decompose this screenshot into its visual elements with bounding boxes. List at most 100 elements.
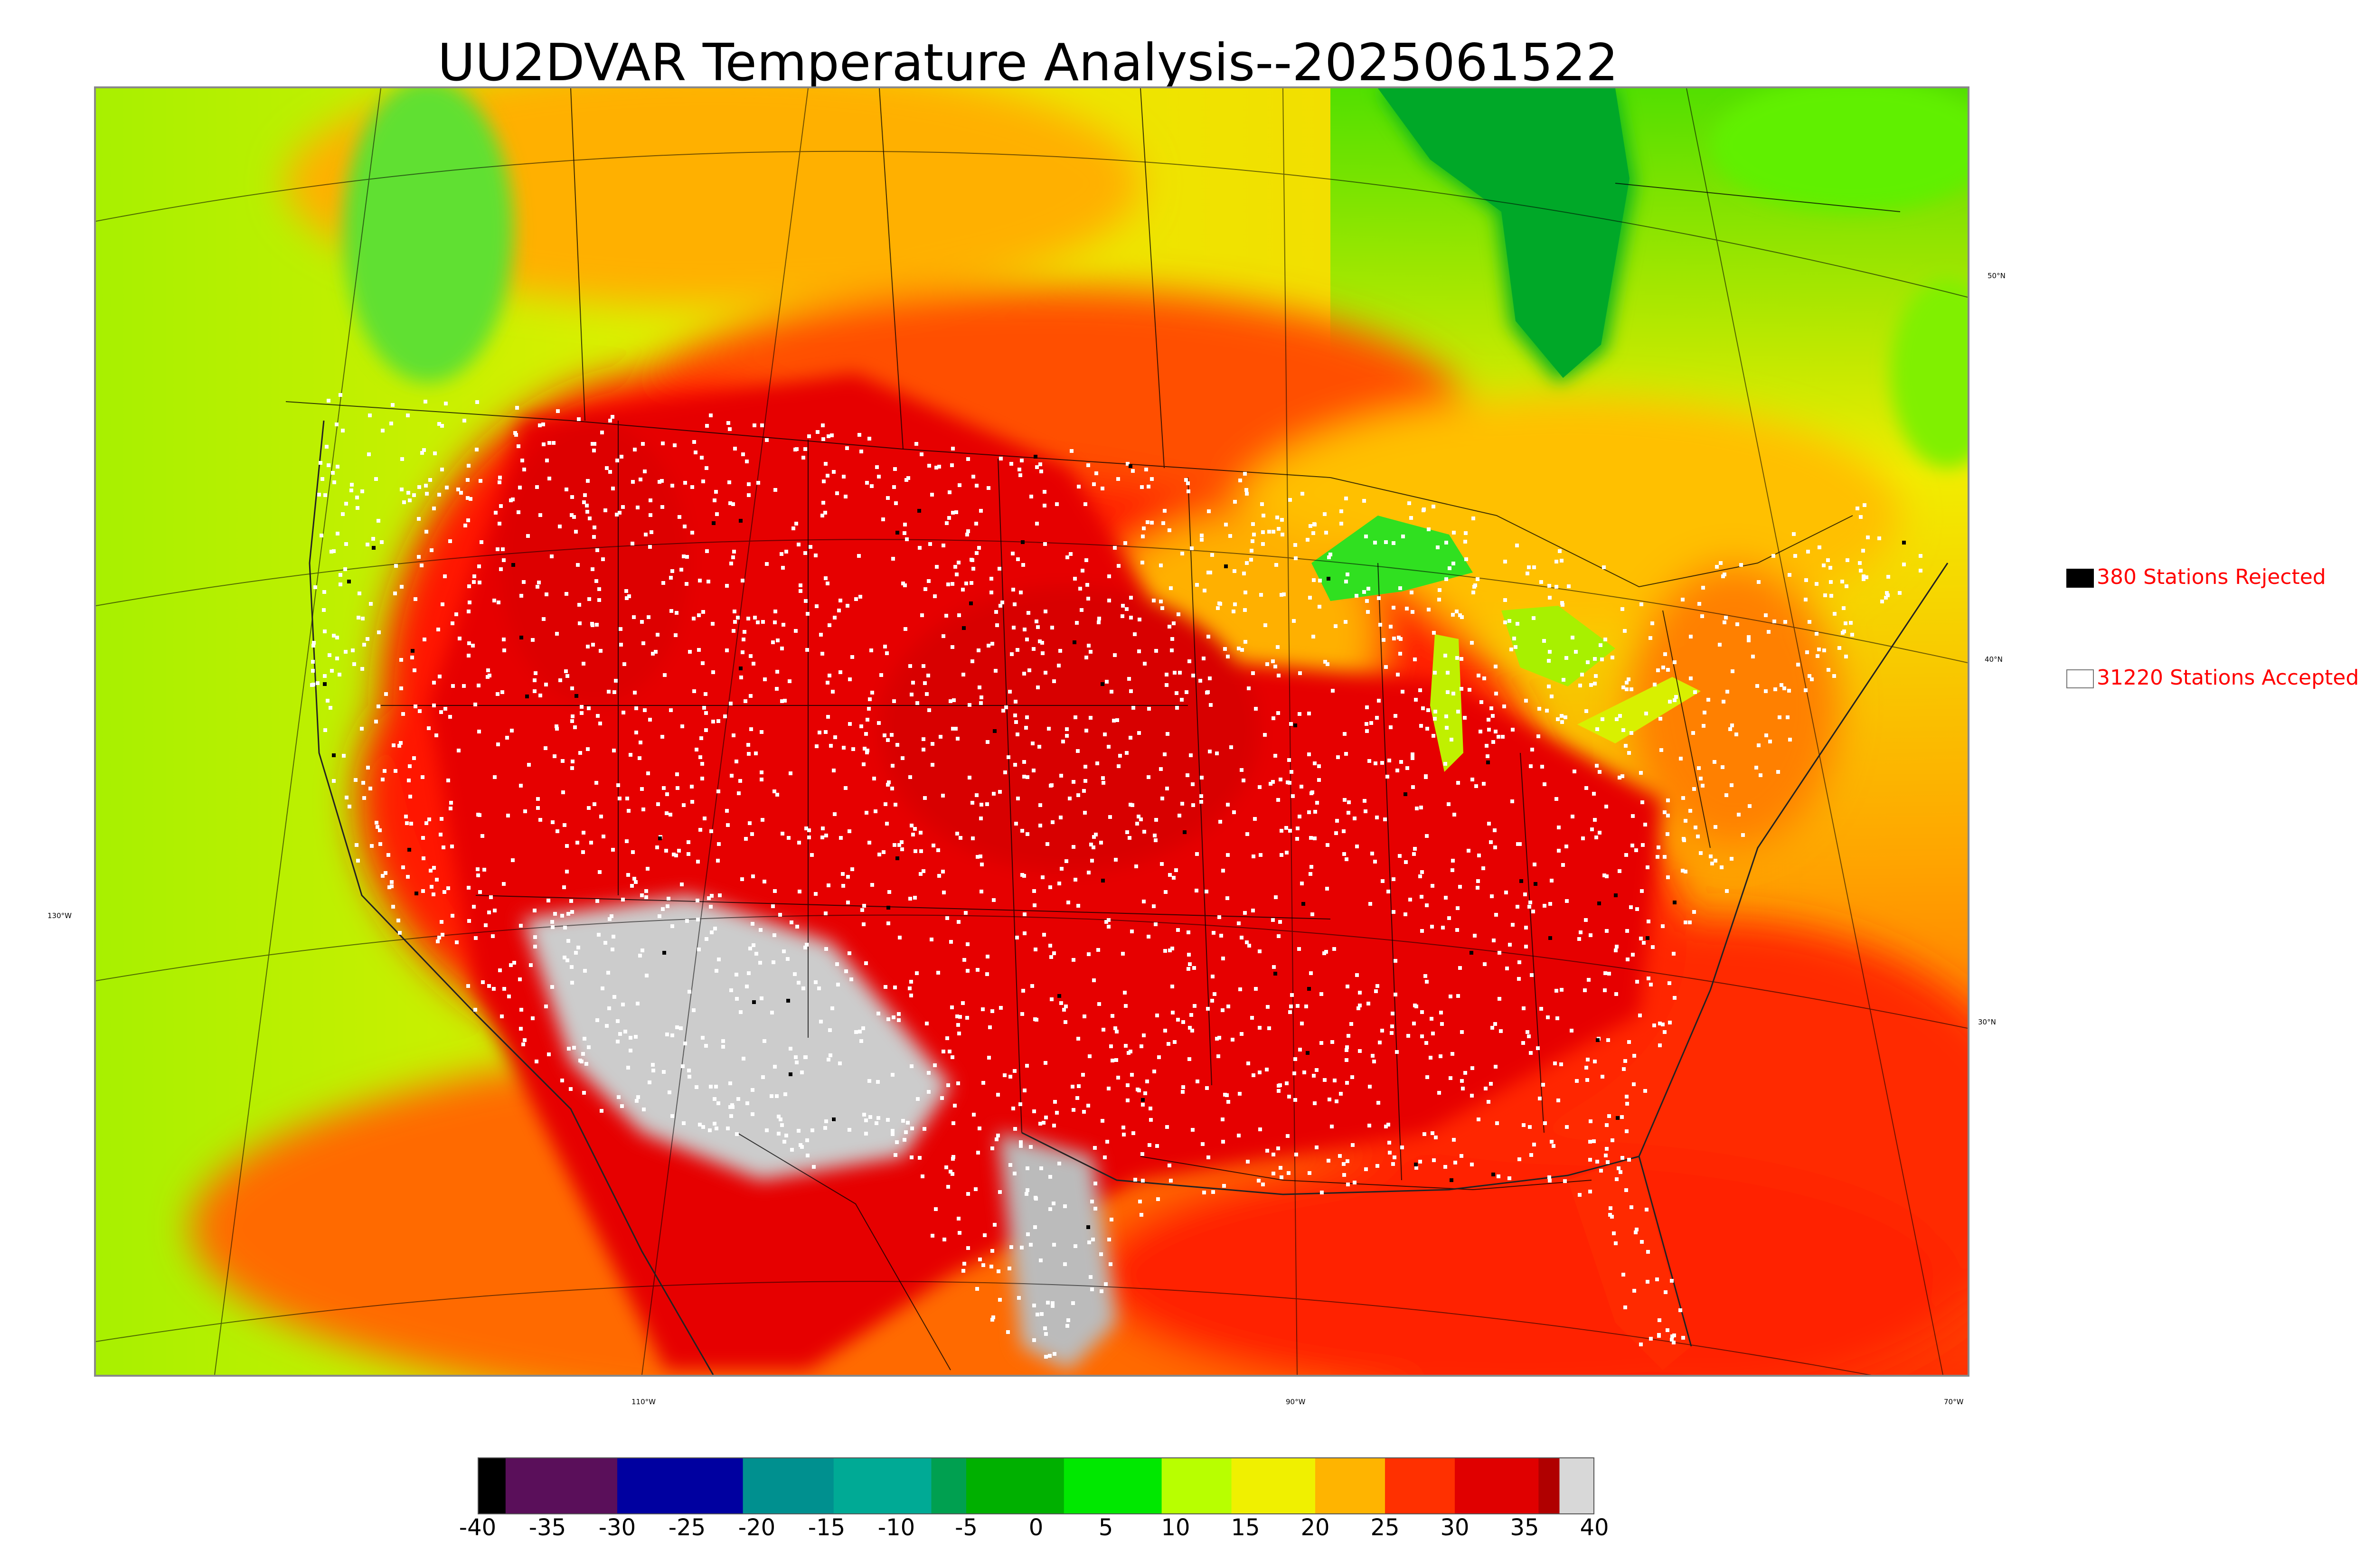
station-accepted-marker — [424, 484, 428, 488]
station-accepted-marker — [1285, 1081, 1289, 1085]
station-accepted-marker — [1293, 1098, 1297, 1102]
station-accepted-marker — [1473, 583, 1477, 587]
station-accepted-marker — [676, 786, 679, 790]
station-accepted-marker — [1458, 885, 1462, 889]
station-accepted-marker — [780, 1123, 784, 1127]
station-accepted-marker — [1089, 650, 1093, 654]
station-accepted-marker — [1272, 965, 1276, 969]
station-accepted-marker — [678, 515, 681, 519]
station-accepted-marker — [477, 564, 481, 568]
station-accepted-marker — [386, 853, 390, 857]
station-accepted-marker — [522, 468, 526, 471]
station-accepted-marker — [519, 1027, 523, 1031]
station-accepted-marker — [966, 969, 970, 973]
station-accepted-marker — [467, 610, 471, 613]
station-accepted-marker — [1584, 786, 1588, 790]
station-accepted-marker — [690, 785, 694, 789]
station-accepted-marker — [955, 832, 959, 836]
station-accepted-marker — [1347, 1034, 1350, 1038]
station-accepted-marker — [1339, 522, 1343, 526]
station-accepted-marker — [360, 667, 364, 671]
station-accepted-marker — [901, 756, 904, 760]
station-accepted-marker — [1026, 1166, 1029, 1170]
station-accepted-marker — [958, 1015, 962, 1019]
station-accepted-marker — [1250, 1016, 1254, 1020]
station-accepted-marker — [661, 907, 665, 911]
station-accepted-marker — [1456, 710, 1460, 714]
station-accepted-marker — [1526, 572, 1529, 575]
station-accepted-marker — [1620, 1115, 1624, 1119]
station-accepted-marker — [957, 920, 961, 924]
station-accepted-marker — [1148, 1143, 1151, 1147]
station-accepted-marker — [618, 1032, 622, 1036]
station-accepted-marker — [1650, 621, 1654, 625]
station-accepted-marker — [1053, 1100, 1057, 1104]
station-accepted-marker — [610, 914, 613, 918]
station-accepted-marker — [336, 532, 339, 535]
station-accepted-marker — [1141, 535, 1145, 538]
station-accepted-marker — [1391, 1012, 1394, 1015]
station-accepted-marker — [669, 576, 673, 580]
station-accepted-marker — [1156, 1197, 1160, 1201]
station-accepted-marker — [487, 984, 491, 988]
station-accepted-marker — [922, 748, 925, 751]
station-accepted-marker — [1659, 748, 1663, 752]
station-accepted-marker — [980, 695, 983, 699]
station-accepted-marker — [990, 642, 994, 646]
station-accepted-marker — [797, 543, 801, 546]
station-accepted-marker — [970, 558, 973, 562]
station-accepted-marker — [1126, 1099, 1130, 1102]
station-accepted-marker — [1168, 1164, 1171, 1167]
station-accepted-marker — [956, 1081, 960, 1085]
station-accepted-marker — [1715, 565, 1719, 569]
station-accepted-marker — [1328, 1098, 1331, 1101]
station-accepted-marker — [629, 1036, 632, 1040]
station-accepted-marker — [761, 1075, 765, 1079]
station-accepted-marker — [424, 400, 427, 404]
station-accepted-marker — [533, 689, 537, 693]
station-accepted-marker — [1902, 563, 1906, 566]
station-accepted-marker — [1440, 1022, 1444, 1026]
station-accepted-marker — [1020, 1012, 1024, 1016]
station-accepted-marker — [848, 677, 852, 681]
station-accepted-marker — [865, 481, 869, 485]
station-accepted-marker — [1016, 797, 1020, 800]
station-accepted-marker — [1042, 933, 1046, 937]
station-accepted-marker — [583, 493, 587, 497]
station-accepted-marker — [377, 630, 381, 634]
station-accepted-marker — [1121, 1126, 1125, 1129]
station-accepted-marker — [942, 544, 945, 547]
station-accepted-marker — [1624, 1188, 1628, 1192]
station-accepted-marker — [918, 1156, 922, 1160]
station-accepted-marker — [565, 488, 568, 491]
station-accepted-marker — [1489, 706, 1493, 710]
station-accepted-marker — [1411, 785, 1415, 789]
station-accepted-marker — [713, 927, 717, 930]
station-accepted-marker — [612, 935, 615, 939]
station-accepted-marker — [793, 972, 797, 976]
station-accepted-marker — [1841, 631, 1845, 635]
station-accepted-marker — [1137, 731, 1141, 735]
station-accepted-marker — [432, 892, 435, 896]
station-accepted-marker — [1076, 749, 1080, 753]
station-accepted-marker — [961, 588, 965, 592]
station-rejected-marker — [1450, 1178, 1453, 1182]
station-accepted-marker — [1195, 889, 1198, 892]
station-accepted-marker — [887, 890, 891, 894]
station-accepted-marker — [670, 569, 674, 573]
station-accepted-marker — [680, 724, 684, 728]
station-accepted-marker — [682, 1121, 686, 1125]
station-accepted-marker — [669, 609, 673, 613]
station-accepted-marker — [489, 895, 493, 899]
station-accepted-marker — [1782, 686, 1786, 690]
station-accepted-marker — [1265, 1068, 1269, 1071]
station-accepted-marker — [560, 1079, 564, 1082]
station-accepted-marker — [444, 402, 448, 405]
station-accepted-marker — [1518, 842, 1522, 846]
station-accepted-marker — [753, 616, 757, 620]
station-accepted-marker — [332, 549, 336, 553]
station-accepted-marker — [1532, 616, 1536, 620]
station-accepted-marker — [1140, 561, 1144, 564]
station-accepted-marker — [875, 1121, 878, 1125]
station-rejected-marker — [1306, 1051, 1309, 1055]
